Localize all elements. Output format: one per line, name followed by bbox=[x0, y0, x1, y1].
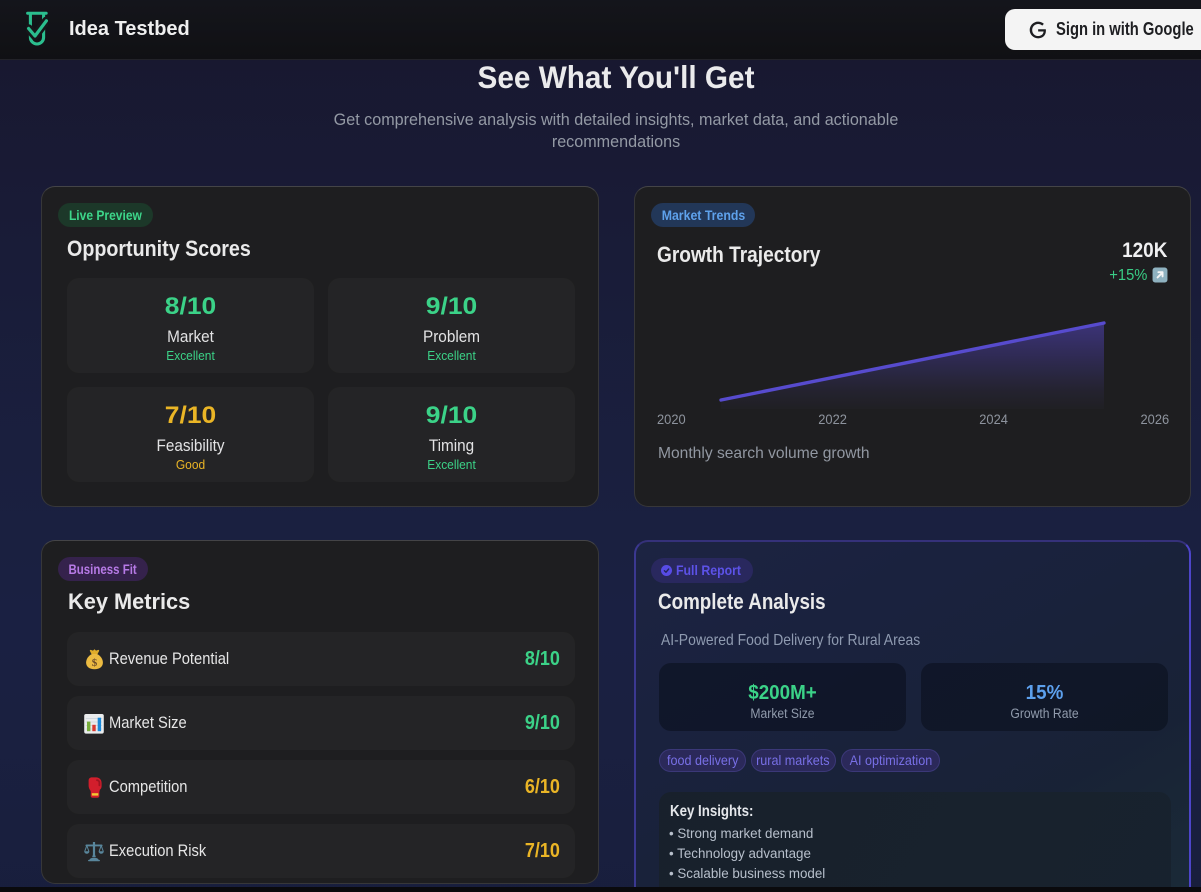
svg-text:$: $ bbox=[92, 656, 98, 668]
